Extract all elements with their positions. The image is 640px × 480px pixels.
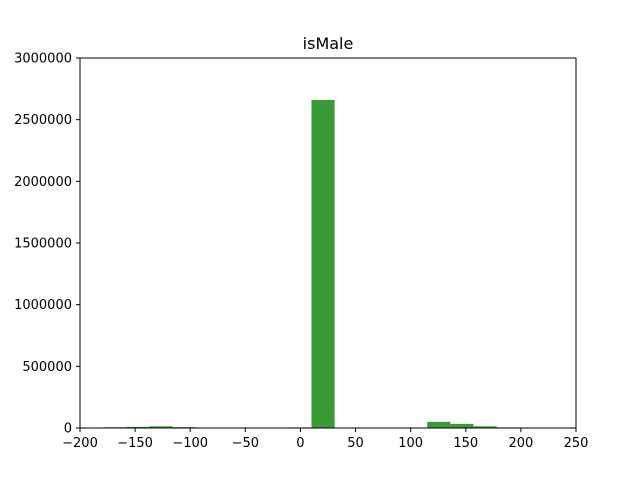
x-axis: −200 −150 −100 −50 0 50 100 150 200 250	[62, 428, 588, 451]
x-tick-label: 100	[398, 436, 423, 451]
x-tick-label: 250	[564, 436, 589, 451]
x-tick-label: −100	[172, 436, 208, 451]
histogram-bar	[149, 426, 173, 428]
x-tick-label: 150	[453, 436, 478, 451]
histogram-bar	[450, 423, 474, 428]
y-tick-label: 500000	[22, 360, 72, 375]
bars-group	[103, 99, 543, 428]
histogram-bar	[126, 426, 150, 428]
y-tick-label: 1500000	[14, 237, 72, 252]
y-tick-label: 3000000	[14, 52, 72, 67]
y-tick-label: 2000000	[14, 175, 72, 190]
y-tick-label: 2500000	[14, 113, 72, 128]
x-tick-label: −50	[232, 436, 259, 451]
x-tick-label: 200	[508, 436, 533, 451]
y-tick-label: 0	[64, 422, 72, 437]
x-tick-label: 50	[347, 436, 364, 451]
x-tick-label: −150	[117, 436, 153, 451]
histogram-bar	[473, 426, 497, 428]
chart-title: isMale	[303, 34, 354, 53]
y-axis: 0 500000 1000000 1500000 2000000 2500000 30000…	[14, 52, 80, 437]
x-tick-label: 0	[296, 436, 304, 451]
histogram-bar	[427, 421, 451, 428]
histogram-bar	[311, 99, 335, 428]
x-tick-label: −200	[62, 436, 98, 451]
y-tick-label: 1000000	[14, 298, 72, 313]
